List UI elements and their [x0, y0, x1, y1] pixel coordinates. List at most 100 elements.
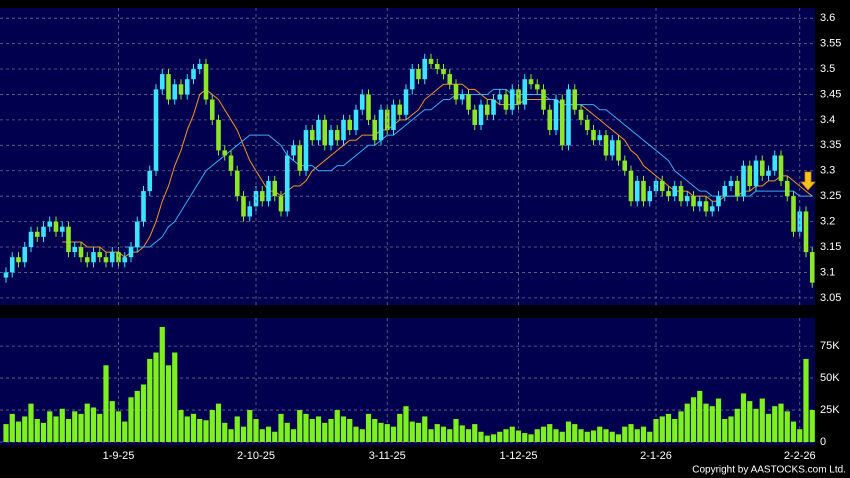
candle-body [309, 130, 315, 141]
volume-bar [597, 426, 603, 442]
volume-bar [409, 421, 415, 442]
volume-bar [115, 411, 122, 442]
volume-bar [272, 431, 278, 442]
volume-bar [384, 424, 390, 442]
volume-bar [147, 358, 153, 442]
candle-body [241, 196, 246, 217]
volume-bar [259, 429, 265, 442]
candle-body [409, 69, 415, 90]
candle-body [741, 165, 746, 197]
candle-body [772, 155, 778, 171]
candle-body [428, 58, 434, 64]
candle-body [297, 145, 303, 171]
volume-bar [734, 408, 740, 442]
candle-body [566, 89, 571, 146]
candle-body [553, 99, 559, 131]
candle-body [203, 63, 209, 100]
candle-body [528, 79, 534, 85]
candle-body [472, 109, 478, 125]
volume-bar [590, 430, 597, 442]
candle-body [703, 201, 709, 212]
price-panel [0, 8, 815, 305]
candle-body [591, 130, 596, 141]
candle-body [22, 247, 28, 263]
candle-body [709, 206, 715, 212]
volume-bar [22, 416, 28, 442]
plot-layer: 3.05 3.1 3.15 3.2 3.25 3.3 3.35 3.4 3.45 3.5 3.55 3… [0, 8, 841, 462]
volume-bar [447, 429, 453, 442]
volume-bar [34, 418, 40, 442]
volume-bar [659, 416, 665, 442]
volume-bar [772, 406, 778, 442]
candle-body [509, 89, 515, 110]
volume-bar [240, 426, 247, 442]
volume-bar [640, 426, 647, 442]
volume-bar [222, 422, 228, 442]
candle-body [391, 104, 396, 131]
x-tick-label: 2-2-26 [784, 450, 816, 462]
candle-body [41, 226, 46, 237]
volume-bar [234, 416, 240, 442]
candle-body [347, 119, 353, 131]
candle-body [372, 119, 378, 141]
volume-bar [665, 413, 672, 442]
x-tick-label: 1-12-25 [500, 450, 538, 462]
y-tick-label: 75K [820, 340, 840, 352]
volume-bar [503, 429, 509, 442]
volume-bar [440, 426, 447, 442]
volume-bar [128, 397, 134, 442]
candle-body [434, 63, 440, 70]
volume-bar [759, 398, 765, 442]
volume-bar [165, 365, 172, 442]
candle-body [641, 180, 646, 202]
volume-bar [253, 418, 259, 442]
volume-bar [315, 416, 322, 442]
candle-body [9, 257, 15, 273]
candle-body [503, 94, 509, 110]
candle-body [228, 155, 234, 171]
candle-body [128, 247, 134, 258]
candle-body [209, 99, 215, 120]
candle-body [3, 272, 9, 278]
y-tick-label: 3.2 [820, 216, 835, 228]
volume-bar [528, 434, 534, 442]
candle-body [753, 160, 759, 186]
candle-body [734, 180, 740, 197]
y-tick-label: 3.4 [820, 114, 835, 126]
volume-bar [465, 429, 472, 442]
volume-bar [684, 403, 690, 442]
candle-body [603, 135, 609, 156]
volume-bar [278, 413, 284, 442]
y-tick-label: 3.15 [820, 241, 841, 253]
candle-body [634, 180, 640, 202]
volume-bar [347, 418, 353, 442]
volume-bar [478, 431, 484, 442]
candle-body [441, 69, 446, 75]
candle-body [684, 196, 690, 202]
volume-bar [378, 422, 384, 442]
volume-bar [53, 416, 59, 442]
candle-body [234, 170, 240, 197]
candle-body [484, 104, 490, 115]
y-tick-label: 3.55 [820, 38, 841, 50]
volume-bar [603, 429, 609, 442]
y-tick-label: 0 [820, 436, 826, 448]
volume-bar [215, 403, 222, 442]
candle-body [766, 170, 771, 176]
volume-bar [159, 326, 165, 442]
volume-bar [334, 410, 340, 442]
candle-body [291, 145, 296, 156]
candle-body [59, 226, 65, 232]
candle-body [778, 155, 784, 181]
volume-bar [97, 413, 103, 442]
candle-body [78, 247, 84, 258]
candle-body [84, 257, 90, 263]
volume-bar [765, 413, 772, 442]
candle-body [584, 119, 590, 131]
volume-bar [84, 403, 90, 442]
volume-bar [709, 406, 715, 442]
candle-body [247, 206, 253, 217]
candle-body [403, 89, 409, 115]
volume-bar [328, 418, 334, 442]
